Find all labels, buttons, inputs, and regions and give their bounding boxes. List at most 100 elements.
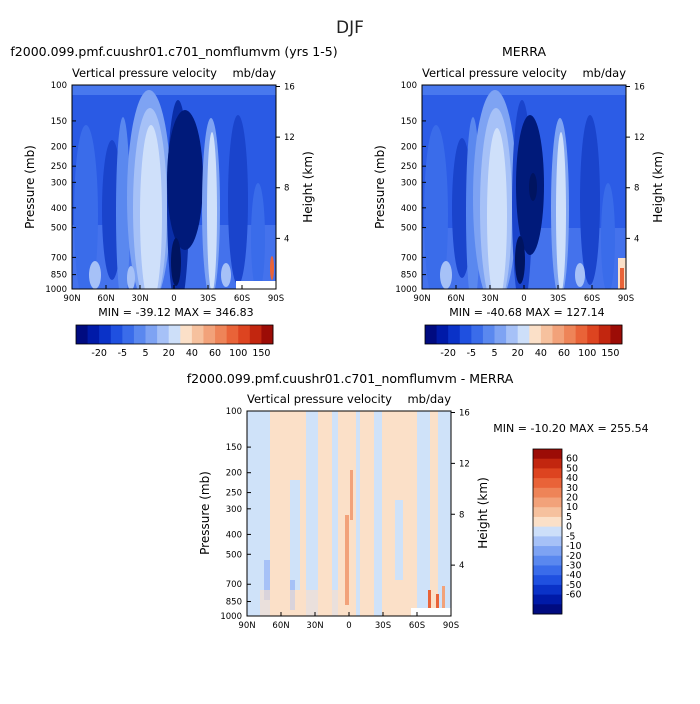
panel-merra: MERRA Vertical pressure velocity mb/day <box>373 44 665 359</box>
colorbar-swatch <box>180 325 193 344</box>
x-tick-label: 30S <box>550 294 566 304</box>
panel-3-title: f2000.099.pmf.cuushr01.c701_nomflumvm - … <box>187 371 514 386</box>
x-tick-label: 0 <box>521 294 526 304</box>
y-tick-label: 1000 <box>45 285 67 295</box>
y-tick-label: 300 <box>51 178 67 188</box>
colorbar-label: -60 <box>566 590 582 601</box>
x-tick-label: 60S <box>409 621 425 631</box>
colorbar-frame <box>424 324 623 345</box>
colorbar-swatch <box>610 325 623 344</box>
colorbar-label: -20 <box>440 348 456 359</box>
colorbar-label: -30 <box>566 560 582 571</box>
colorbar-label: -50 <box>566 580 582 591</box>
x-tick-label: 60S <box>234 294 250 304</box>
colorbar-label: 30 <box>566 483 578 494</box>
panel-3-field <box>247 411 451 616</box>
x-tick-label: 60S <box>584 294 600 304</box>
colorbar-swatch <box>506 325 519 344</box>
panel-3-stats: MIN = -10.20 MAX = 255.54 <box>493 422 648 435</box>
colorbar-swatch <box>533 487 562 498</box>
colorbar-swatch <box>533 536 562 547</box>
y-tick-label: 100 <box>401 81 417 91</box>
x-tick-label: 90S <box>268 294 284 304</box>
colorbar-swatch <box>436 325 449 344</box>
y-right-tick-label: 8 <box>284 184 289 194</box>
colorbar-swatch <box>533 546 562 557</box>
colorbar-swatch <box>145 325 158 344</box>
colorbar-label: 20 <box>566 493 578 504</box>
x-tick-label: 30N <box>481 294 498 304</box>
colorbar-swatch <box>76 325 88 344</box>
y-right-tick-label: 8 <box>459 510 464 520</box>
colorbar-swatch <box>459 325 472 344</box>
colorbar-swatch <box>471 325 484 344</box>
panel-1-subtitle-right: mb/day <box>232 66 276 80</box>
colorbar-swatch <box>533 594 562 605</box>
colorbar-swatch <box>482 325 495 344</box>
colorbar-label: -5 <box>118 348 127 359</box>
colorbar-swatch <box>533 604 562 615</box>
y-tick-label: 200 <box>401 142 417 152</box>
colorbar-swatch <box>598 325 611 344</box>
y-tick-label: 300 <box>401 178 417 188</box>
y-tick-label: 200 <box>51 142 67 152</box>
x-tick-label: 60N <box>447 294 464 304</box>
colorbar-label: 20 <box>512 348 524 359</box>
y-right-tick-label: 4 <box>634 234 639 244</box>
y-right-tick-label: 16 <box>634 82 645 92</box>
y-tick-label: 700 <box>401 253 417 263</box>
colorbar-swatch <box>533 449 562 460</box>
colorbar-label: 150 <box>601 348 619 359</box>
colorbar-swatch <box>533 565 562 576</box>
colorbar-swatch <box>533 458 562 469</box>
y-right-tick-label: 16 <box>459 409 470 419</box>
y-tick-label: 1000 <box>395 285 417 295</box>
x-tick-label: 60N <box>272 621 289 631</box>
colorbar-label: 100 <box>578 348 596 359</box>
colorbar-label: -5 <box>566 531 575 542</box>
panel-2-subtitle-left: Vertical pressure velocity <box>422 66 567 80</box>
y-right-tick-label: 8 <box>634 184 639 194</box>
colorbar-label: 100 <box>229 348 247 359</box>
y-tick-label: 500 <box>226 550 242 560</box>
panel-1-title: f2000.099.pmf.cuushr01.c701_nomflumvm (y… <box>10 44 337 59</box>
panel-2-subtitle-right: mb/day <box>582 66 626 80</box>
colorbar-label: 60 <box>209 348 221 359</box>
panel-3-ylabel: Pressure (mb) <box>198 471 212 555</box>
y-tick-label: 150 <box>51 117 67 127</box>
y-right-tick-label: 4 <box>459 561 464 571</box>
x-tick-label: 90N <box>63 294 80 304</box>
colorbar-swatch <box>157 325 170 344</box>
colorbar-swatch <box>226 325 239 344</box>
y-tick-label: 250 <box>51 162 67 172</box>
colorbar-swatch <box>533 555 562 566</box>
colorbar-swatch <box>575 325 588 344</box>
colorbar-label: 150 <box>252 348 270 359</box>
page-title: DJF <box>336 18 364 38</box>
colorbar-swatch <box>540 325 553 344</box>
panel-2-field <box>422 85 626 289</box>
x-tick-label: 0 <box>171 294 176 304</box>
colorbar-label: 50 <box>566 463 578 474</box>
x-tick-label: 90S <box>618 294 634 304</box>
colorbar-label: -10 <box>566 541 582 552</box>
colorbar-swatch <box>249 325 262 344</box>
y-tick-label: 100 <box>51 81 67 91</box>
panel-2-title: MERRA <box>502 44 547 59</box>
x-tick-label: 30N <box>131 294 148 304</box>
colorbar-swatch <box>494 325 507 344</box>
y-tick-label: 1000 <box>220 612 242 622</box>
colorbar-swatch <box>533 478 562 489</box>
colorbar-swatch <box>533 468 562 479</box>
colorbar-label: 5 <box>143 348 149 359</box>
colorbar-swatch <box>87 325 100 344</box>
colorbar-swatch <box>168 325 181 344</box>
panel-2-colorbar: -20 -5 5 20 40 60 100 150 <box>424 324 623 359</box>
panel-1-ylabel-right: Height (km) <box>301 151 315 222</box>
x-tick-label: 30S <box>200 294 216 304</box>
panel-3-subtitle-right: mb/day <box>407 392 451 406</box>
y-right-tick-label: 16 <box>284 82 295 92</box>
panel-1-stats: MIN = -39.12 MAX = 346.83 <box>98 306 253 319</box>
